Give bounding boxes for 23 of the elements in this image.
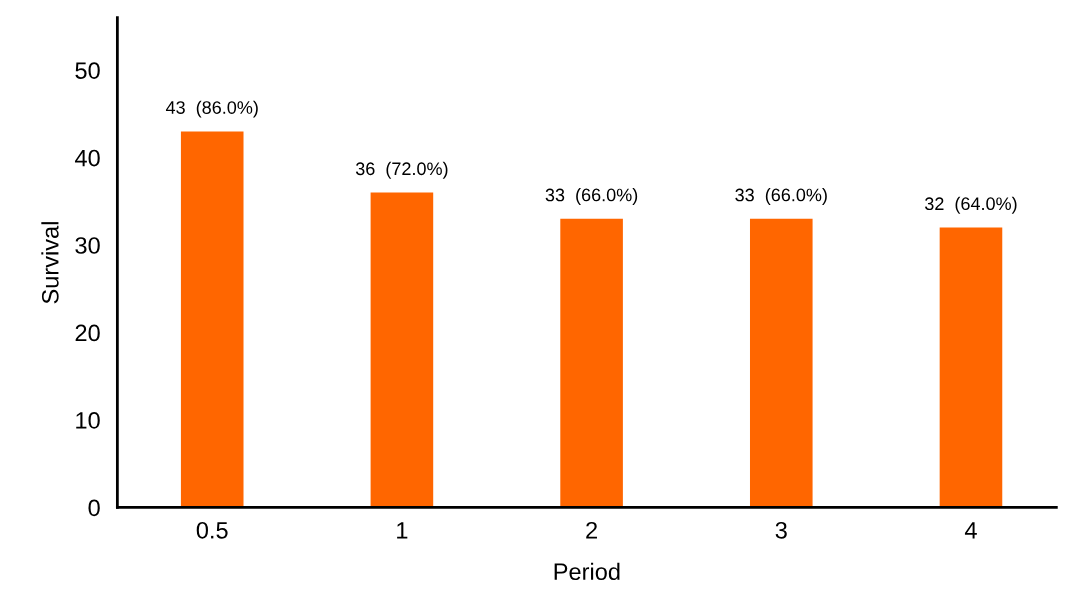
data-label: 32 (64.0%) [924, 196, 1017, 214]
data-label: 33 (66.0%) [545, 188, 638, 205]
x-tick-label: 2 [586, 521, 597, 539]
data-label: 33 (66.0%) [735, 188, 827, 205]
x-tick-label: 3 [775, 521, 787, 539]
x-tick-label: 0.5 [196, 521, 228, 539]
bar [939, 227, 1003, 508]
y-axis-title: Survival [41, 222, 59, 304]
data-label: 43 (86.0%) [165, 100, 258, 118]
x-tick-label: 4 [964, 522, 977, 539]
x-axis-title: Period [554, 562, 620, 581]
bar [370, 192, 434, 508]
bar [180, 131, 244, 508]
y-tick-label: 20 [75, 324, 100, 342]
y-tick-label: 0 [88, 499, 100, 517]
data-label: 36 (72.0%) [355, 161, 448, 179]
y-tick-label: 30 [75, 237, 100, 254]
bar [749, 218, 813, 508]
x-tick-label: 1 [397, 522, 408, 539]
y-tick-label: 50 [75, 62, 100, 79]
y-tick-label: 10 [76, 412, 100, 429]
y-tick-label: 40 [74, 149, 100, 167]
bar [560, 218, 623, 508]
